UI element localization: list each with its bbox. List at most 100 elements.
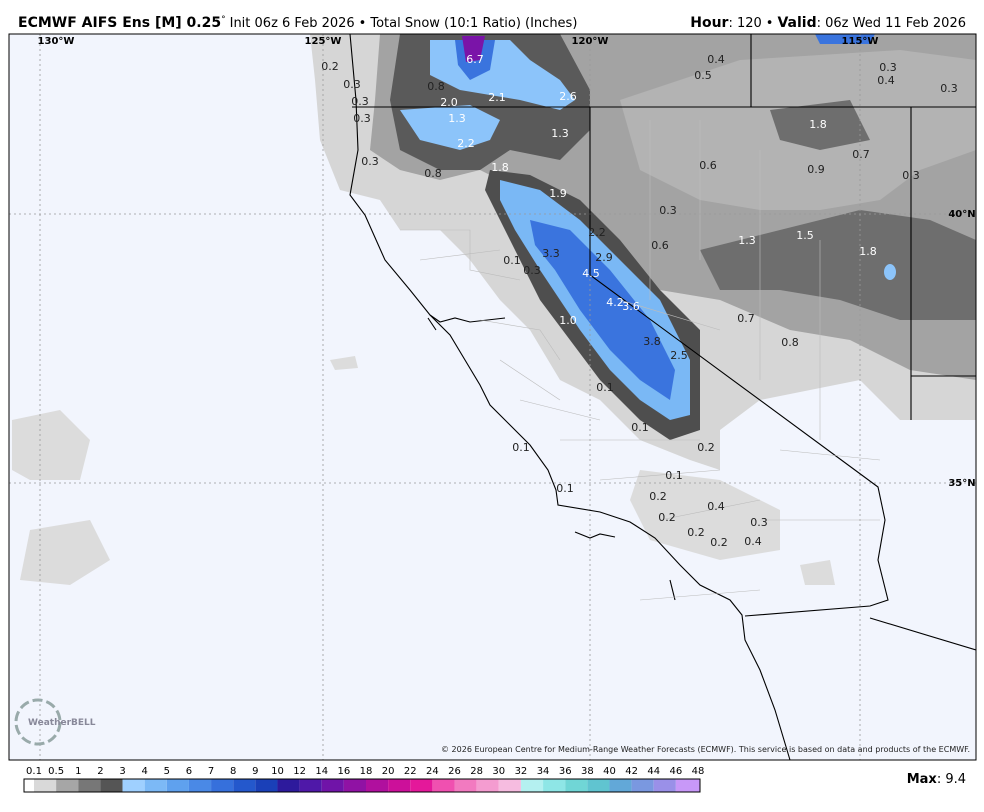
colorbar-label: 10 [271, 766, 284, 777]
colorbar-label: 44 [647, 766, 660, 777]
colorbar-label: 0.1 [26, 766, 42, 777]
state-lines [352, 34, 976, 651]
hour-value: : 120 [728, 16, 761, 31]
point-label: 0.6 [699, 159, 717, 172]
point-label: 0.4 [744, 535, 762, 548]
point-label: 2.2 [457, 137, 475, 150]
point-label: 1.8 [809, 118, 827, 131]
colorbar-label: 7 [208, 766, 214, 777]
lon-label: 115°W [842, 36, 879, 47]
product: Total Snow (10:1 Ratio) (Inches) [369, 16, 577, 31]
point-label: 4.5 [582, 267, 600, 280]
colorbar-label: 12 [293, 766, 306, 777]
point-label: 0.1 [503, 254, 521, 267]
utah-blue [884, 264, 896, 280]
purple-core [462, 36, 485, 62]
point-label: 0.1 [665, 469, 683, 482]
colorbar-label: 24 [426, 766, 439, 777]
point-label: 0.2 [697, 441, 715, 454]
header-right: Hour: 120 • Valid: 06z Wed 11 Feb 2026 [690, 15, 966, 31]
point-label: 3.3 [542, 247, 560, 260]
colorbar-swatch [587, 779, 610, 792]
colorbar-label: 8 [230, 766, 236, 777]
colorbar-label: 20 [382, 766, 395, 777]
colorbar-swatch [410, 779, 433, 792]
point-label: 0.1 [556, 482, 574, 495]
colorbar-label: 16 [337, 766, 350, 777]
point-label: 0.2 [658, 511, 676, 524]
max-label: Max [907, 772, 938, 787]
colorbar-swatch [520, 779, 544, 792]
colorbar-swatch [675, 779, 700, 792]
point-label: 0.2 [687, 526, 705, 539]
hour-label: Hour [690, 15, 728, 31]
point-label: 2.2 [588, 226, 606, 239]
point-label: 2.5 [670, 349, 688, 362]
point-label: 2.0 [440, 96, 458, 109]
colorbar-label: 40 [603, 766, 616, 777]
colorbar-label: 3 [119, 766, 125, 777]
valid-label: Valid [777, 15, 816, 31]
colorbar-swatch [56, 779, 79, 792]
init: Init 06z 6 Feb 2026 [230, 16, 355, 31]
max-value: : 9.4 [937, 772, 966, 787]
point-label: 0.1 [596, 381, 614, 394]
point-label: 0.7 [737, 312, 755, 325]
point-label: 1.3 [448, 112, 466, 125]
colorbar-label: 30 [492, 766, 505, 777]
point-label: 0.3 [902, 169, 920, 182]
lon-label: 125°W [305, 36, 342, 47]
logo: WeatherBELL [14, 698, 96, 746]
colorbar-swatch [277, 779, 300, 792]
colorbar-label: 36 [559, 766, 572, 777]
colorbar: 0.1 0.5 1 2 3 4 5 6 7 8 9 10 12 14 16 18 20 22 24 26 28 30 32 3… [23, 766, 704, 793]
point-label: 0.3 [750, 516, 768, 529]
point-label: 2.9 [595, 251, 613, 264]
colorbar-swatch [432, 779, 455, 792]
colorbar-label: 34 [537, 766, 550, 777]
colorbar-swatch [609, 779, 632, 792]
lat-label: 40°N [948, 209, 975, 220]
point-label: 0.1 [512, 441, 530, 454]
point-label: 0.6 [651, 239, 669, 252]
colorbar-swatch [122, 779, 145, 792]
colorbar-swatch [321, 779, 344, 792]
bullet: • [766, 16, 774, 31]
point-label: 1.0 [559, 314, 577, 327]
idaho-blue [815, 34, 875, 44]
colorbar-label: 26 [448, 766, 461, 777]
valid-value: : 06z Wed 11 Feb 2026 [817, 16, 966, 31]
point-label: 0.2 [710, 536, 728, 549]
point-label: 0.3 [523, 264, 541, 277]
point-label: 0.1 [631, 421, 649, 434]
colorbar-label: 5 [164, 766, 170, 777]
logo-swirl [14, 698, 62, 746]
colorbar-label: 22 [404, 766, 417, 777]
colorbar-swatch [653, 779, 676, 792]
colorbar-swatch [299, 779, 322, 792]
point-label: 0.3 [879, 61, 897, 74]
point-label: 0.9 [807, 163, 825, 176]
colorbar-swatch [343, 779, 366, 792]
map: 130°W 125°W 120°W 115°W 40°N 35°N 0.2 0.3 0.3 0.3… [8, 33, 977, 761]
point-label: 1.5 [796, 229, 814, 242]
point-label: 0.2 [649, 490, 667, 503]
colorbar-swatch [100, 779, 123, 792]
bay-islands [427, 314, 676, 601]
colorbar-label: 9 [252, 766, 258, 777]
point-label: 0.2 [321, 60, 339, 73]
colorbar-swatch [565, 779, 588, 792]
point-label: 0.7 [852, 148, 870, 161]
colorbar-swatch [78, 779, 101, 792]
colorbar-label: 0.5 [48, 766, 64, 777]
point-label: 0.3 [659, 204, 677, 217]
colorbar-swatch [255, 779, 278, 792]
copyright: © 2026 European Centre for Medium-Range … [441, 745, 970, 754]
colorbar-label: 2 [97, 766, 103, 777]
colorbar-swatch [188, 779, 212, 792]
borders [349, 34, 976, 760]
point-label: 3.6 [622, 300, 640, 313]
point-label: 0.3 [353, 112, 371, 125]
point-label: 1.9 [549, 187, 567, 200]
